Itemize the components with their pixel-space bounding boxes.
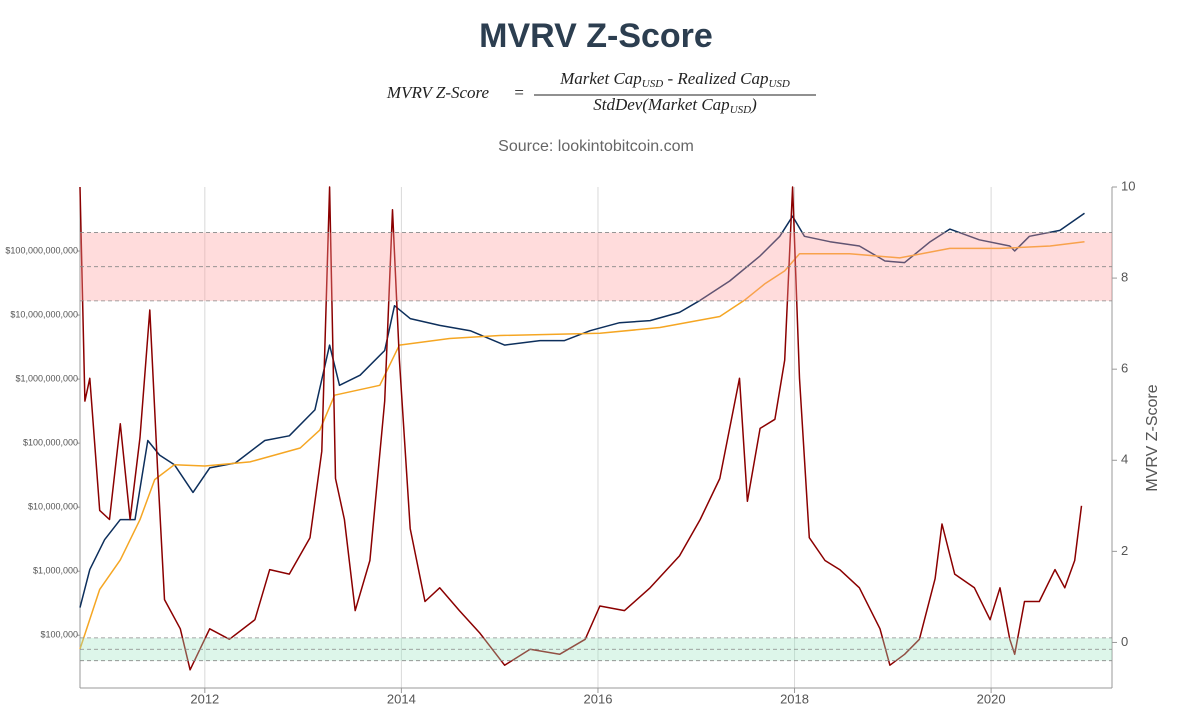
y-tick-label: $10,000,000,000 [10, 309, 78, 319]
formula-part: ) [750, 95, 757, 114]
formula-part: StdDev(Market Cap [593, 95, 729, 114]
y2-tick-label: 2 [1121, 543, 1128, 558]
x-tick-label: 2018 [780, 691, 809, 706]
formula-subscript: USD [730, 104, 751, 116]
formula-denominator: StdDev(Market CapUSD) [593, 95, 757, 116]
series-line [79, 186, 1083, 671]
y2-tick-label: 10 [1121, 178, 1135, 193]
y-tick-label: $100,000 [40, 630, 78, 640]
x-tick-label: 2020 [977, 691, 1006, 706]
formula-subscript: USD [642, 78, 663, 90]
x-tick-label: 2016 [584, 691, 613, 706]
x-tick-label: 2012 [190, 691, 219, 706]
formula-part: - Realized Cap [663, 69, 768, 88]
subtitle: Source: lookintobitcoin.com [498, 138, 694, 155]
y-tick-label: $100,000,000,000 [5, 245, 78, 255]
y2-axis-label: MVRV Z-Score [1144, 384, 1161, 491]
y2-tick-label: 4 [1121, 452, 1128, 467]
y-tick-label: $1,000,000 [33, 566, 78, 576]
series-line [79, 240, 1085, 650]
formula-numerator: Market CapUSD - Realized CapUSD [559, 69, 790, 90]
formula-equals: = [513, 83, 524, 102]
formula-lhs: MVRV Z-Score [386, 83, 490, 102]
chart-title: MVRV Z-Score [479, 17, 713, 55]
x-tick-label: 2014 [387, 691, 416, 706]
y2-tick-label: 8 [1121, 270, 1128, 285]
band [80, 637, 1112, 661]
y-tick-label: $100,000,000 [23, 438, 78, 448]
y-tick-label: $10,000,000 [28, 502, 78, 512]
y2-tick-label: 0 [1121, 634, 1128, 649]
formula-part: Market Cap [559, 69, 642, 88]
formula-subscript: USD [768, 78, 789, 90]
y2-tick-label: 6 [1121, 361, 1128, 376]
y-tick-label: $1,000,000,000 [15, 373, 78, 383]
